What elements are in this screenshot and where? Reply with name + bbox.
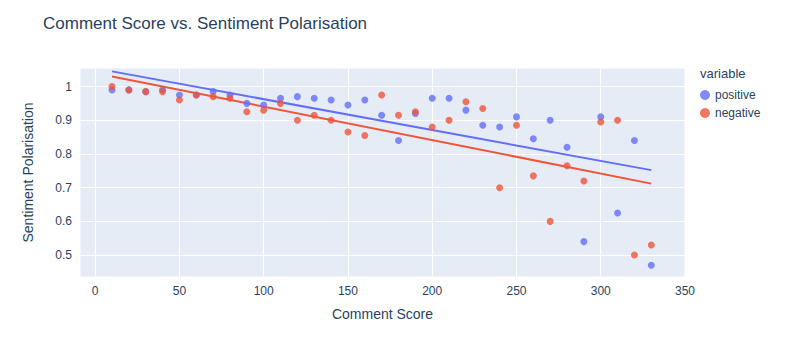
svg-text:0.6: 0.6: [55, 214, 72, 228]
svg-text:negative: negative: [715, 106, 761, 120]
svg-text:positive: positive: [715, 88, 756, 102]
svg-text:350: 350: [675, 284, 695, 298]
svg-text:150: 150: [338, 284, 358, 298]
svg-text:Sentiment Polarisation: Sentiment Polarisation: [20, 102, 36, 242]
svg-text:Comment Score vs. Sentiment Po: Comment Score vs. Sentiment Polarisation: [43, 14, 367, 33]
svg-text:300: 300: [591, 284, 611, 298]
svg-text:50: 50: [173, 284, 187, 298]
svg-text:100: 100: [254, 284, 274, 298]
svg-text:0: 0: [92, 284, 99, 298]
svg-text:0.5: 0.5: [55, 248, 72, 262]
svg-text:0.7: 0.7: [55, 181, 72, 195]
svg-text:250: 250: [506, 284, 526, 298]
svg-text:0.8: 0.8: [55, 147, 72, 161]
svg-text:0.9: 0.9: [55, 113, 72, 127]
svg-text:Comment Score: Comment Score: [332, 306, 433, 322]
svg-text:200: 200: [422, 284, 442, 298]
svg-text:variable: variable: [700, 66, 746, 81]
svg-text:1: 1: [65, 80, 72, 94]
